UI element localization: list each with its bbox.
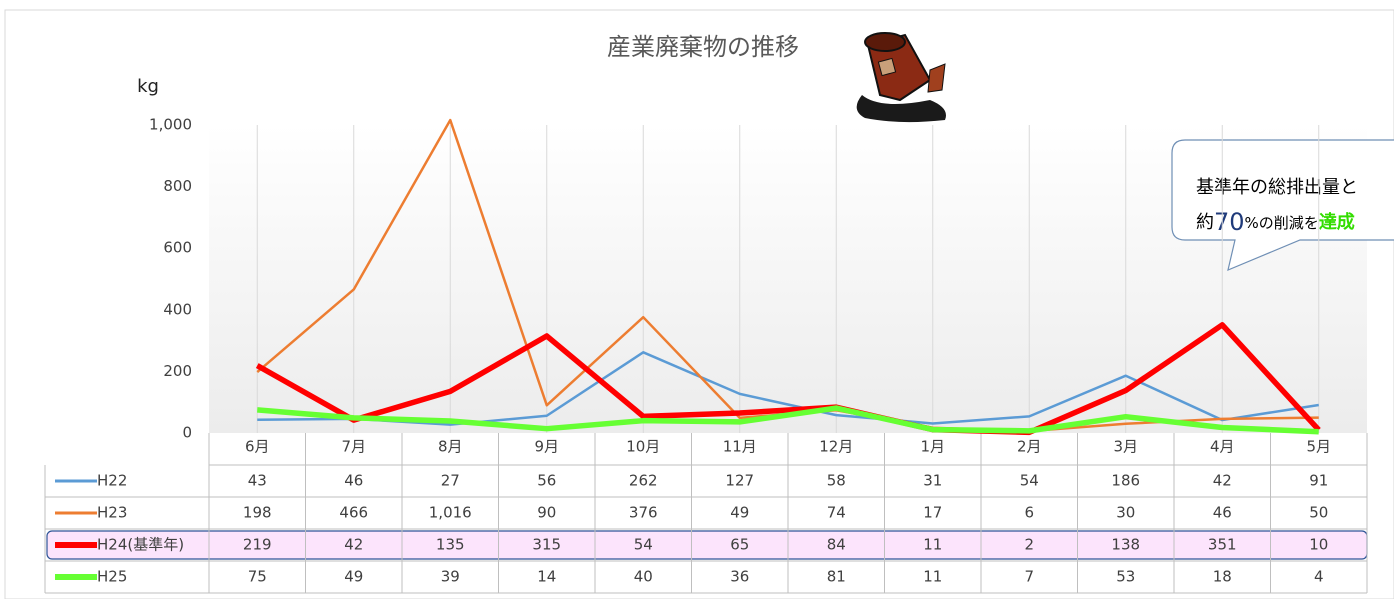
table-cell: 43 [248,472,267,490]
table-cell: 49 [730,504,749,522]
table-cell: 30 [1116,504,1135,522]
legend-label: H25 [97,568,127,586]
table-cell: 186 [1111,472,1140,490]
y-tick-label: 0 [182,424,192,442]
table-cell: 2 [1024,536,1034,554]
callout-text: 約 [1196,212,1214,233]
table-cell: 138 [1111,536,1140,554]
y-tick-label: 200 [163,362,192,380]
callout-text: 約70%の削減を達成 [1196,208,1355,236]
table-cell: 198 [243,504,272,522]
series-line [257,405,1319,435]
table-cell: 10 [1309,536,1328,554]
table-cell: 42 [344,536,363,554]
table-cell: 39 [441,568,460,586]
table-cell: 31 [923,472,942,490]
table-cell: 75 [248,568,267,586]
series-line [257,351,1319,426]
table-cell: 466 [339,504,368,522]
x-tick-label: 9月 [534,438,559,456]
table-cell: 18 [1213,568,1232,586]
x-tick-label: 7月 [341,438,366,456]
table-cell: 4 [1314,568,1324,586]
table-cell: 46 [1213,504,1232,522]
series-line [255,322,1321,436]
callout-number: 70 [1214,208,1245,236]
table-cell: 135 [436,536,465,554]
table-cell: 14 [537,568,556,586]
table-cell: 58 [827,472,846,490]
table-cell: 53 [1116,568,1135,586]
x-tick-label: 8月 [438,438,463,456]
legend-label: H22 [97,472,127,490]
table-cell: 315 [532,536,561,554]
x-tick-label: 11月 [723,438,757,456]
y-tick-label: 800 [163,177,192,195]
x-tick-label: 4月 [1210,438,1235,456]
callout-text: %の削減を [1245,214,1319,232]
chart-title: 産業廃棄物の推移 [607,33,799,61]
table-cell: 54 [634,536,653,554]
table-cell: 49 [344,568,363,586]
table-cell: 351 [1208,536,1237,554]
y-axis-label: kg [137,76,159,97]
x-tick-label: 3月 [1113,438,1138,456]
table-cell: 219 [243,536,272,554]
x-tick-label: 5月 [1306,438,1331,456]
barrel-icon [856,32,946,123]
table-cell: 7 [1024,568,1034,586]
table-cell: 54 [1020,472,1039,490]
table-cell: 127 [725,472,754,490]
table-cell: 11 [923,568,942,586]
table-cell: 81 [827,568,846,586]
table-cell: 90 [537,504,556,522]
table-cell: 84 [827,536,846,554]
table-cell: 56 [537,472,556,490]
table-cell: 27 [441,472,460,490]
legend-label: H24(基準年) [97,536,184,554]
x-tick-label: 6月 [245,438,270,456]
x-tick-label: 10月 [626,438,660,456]
table-cell: 11 [923,536,942,554]
y-tick-label: 400 [163,300,192,318]
table-cell: 36 [730,568,749,586]
table-cell: 262 [629,472,658,490]
y-tick-label: 600 [163,239,192,257]
table-cell: 40 [634,568,653,586]
table-cell: 6 [1024,504,1034,522]
callout-highlight: 達成 [1319,211,1355,233]
table-cell: 65 [730,536,749,554]
x-tick-label: 12月 [819,438,853,456]
x-tick-label: 1月 [920,438,945,456]
table-cell: 42 [1213,472,1232,490]
table-cell: 50 [1309,504,1328,522]
table-cell: 46 [344,472,363,490]
table-cell: 376 [629,504,658,522]
table-cell: 74 [827,504,846,522]
callout: 基準年の総排出量と 約70%の削減を達成 [1171,139,1394,272]
table-cell: 1,016 [429,504,472,522]
table-cell: 91 [1309,472,1328,490]
callout-text: 基準年の総排出量と [1196,177,1358,198]
table-cell: 17 [923,504,942,522]
x-tick-label: 2月 [1017,438,1042,456]
y-tick-label: 1,000 [149,116,192,134]
legend-label: H23 [97,504,127,522]
